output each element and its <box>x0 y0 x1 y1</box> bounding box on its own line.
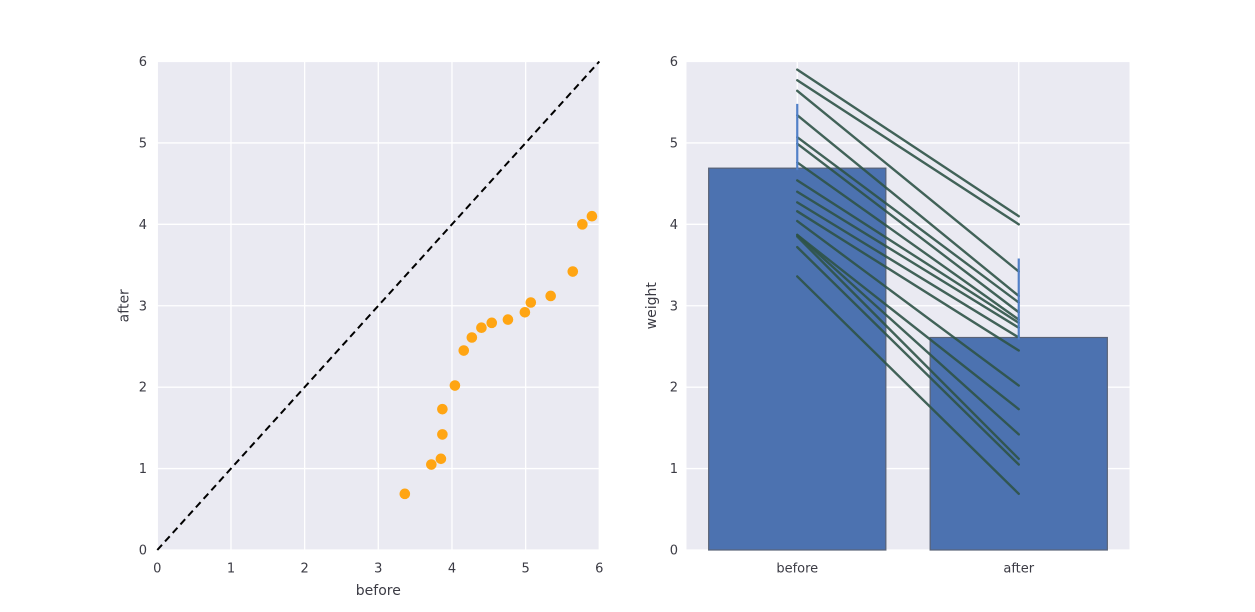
bar-after <box>929 336 1108 551</box>
pair-line <box>796 210 1020 352</box>
scatter-point <box>399 488 411 500</box>
left-y-tick-label: 6 <box>139 55 147 70</box>
right-y-tick-label: 3 <box>670 299 678 314</box>
right-y-tick-label: 5 <box>670 136 678 151</box>
right-y-tick-label: 4 <box>670 218 678 233</box>
scatter-point <box>567 266 579 277</box>
left-y-axis-label: after <box>117 289 133 322</box>
pair-line <box>796 136 1020 304</box>
pair-line <box>796 201 1020 339</box>
pair-line <box>796 275 1020 496</box>
scatter-point <box>586 210 598 222</box>
scatter-point <box>502 314 514 325</box>
left-x-tick-label: 2 <box>300 562 308 577</box>
left-x-tick-label: 0 <box>153 562 161 577</box>
scatter-point <box>525 297 537 308</box>
left-y-tick-label: 4 <box>139 218 147 233</box>
left-y-tick-label: 1 <box>139 462 147 477</box>
pair-line <box>796 233 1020 436</box>
pair-line <box>796 179 1020 325</box>
pair-line <box>796 89 1020 273</box>
pair-line <box>796 219 1020 387</box>
scatter-point <box>435 453 447 465</box>
scatter-point <box>449 380 461 391</box>
scatter-point <box>437 403 448 415</box>
scatter-point <box>437 429 448 440</box>
left-y-tick-label: 3 <box>139 299 147 314</box>
pair-line <box>796 68 1020 218</box>
pair-line <box>796 233 1020 411</box>
left-x-tick-label: 6 <box>595 562 603 577</box>
left-x-tick-label: 1 <box>227 562 235 577</box>
pair-line <box>796 142 1020 314</box>
pair-line <box>796 235 1020 461</box>
left-x-tick-label: 4 <box>448 562 456 577</box>
right-x-tick-label: after <box>1003 562 1034 577</box>
scatter-point <box>426 459 437 470</box>
bar-before <box>708 167 887 551</box>
scatter-point <box>545 290 556 302</box>
pair-line <box>796 190 1020 329</box>
right-y-tick-label: 0 <box>670 544 678 559</box>
pair-line <box>796 245 1020 466</box>
pair-line <box>796 161 1020 321</box>
left-x-tick-label: 3 <box>374 562 382 577</box>
right-x-tick-label: before <box>776 562 818 577</box>
right-y-axis-label: weight <box>644 282 660 330</box>
scatter-point <box>458 345 470 356</box>
left-y-tick-label: 2 <box>139 381 147 396</box>
scatter-point <box>486 317 498 329</box>
right-y-tick-label: 2 <box>670 381 678 396</box>
pair-line <box>796 114 1020 298</box>
left-x-tick-label: 5 <box>521 562 529 577</box>
right-y-tick-label: 6 <box>670 55 678 70</box>
scatter-point <box>466 332 478 343</box>
scatter-point <box>519 306 531 318</box>
right-y-tick-label: 1 <box>670 462 678 477</box>
left-y-tick-label: 0 <box>139 544 147 559</box>
scatter-point <box>476 322 487 334</box>
identity-line <box>156 60 601 551</box>
left-y-tick-label: 5 <box>139 136 147 151</box>
scatter-point <box>577 219 588 230</box>
left-x-axis-label: before <box>356 583 401 599</box>
pair-line <box>796 79 1020 226</box>
